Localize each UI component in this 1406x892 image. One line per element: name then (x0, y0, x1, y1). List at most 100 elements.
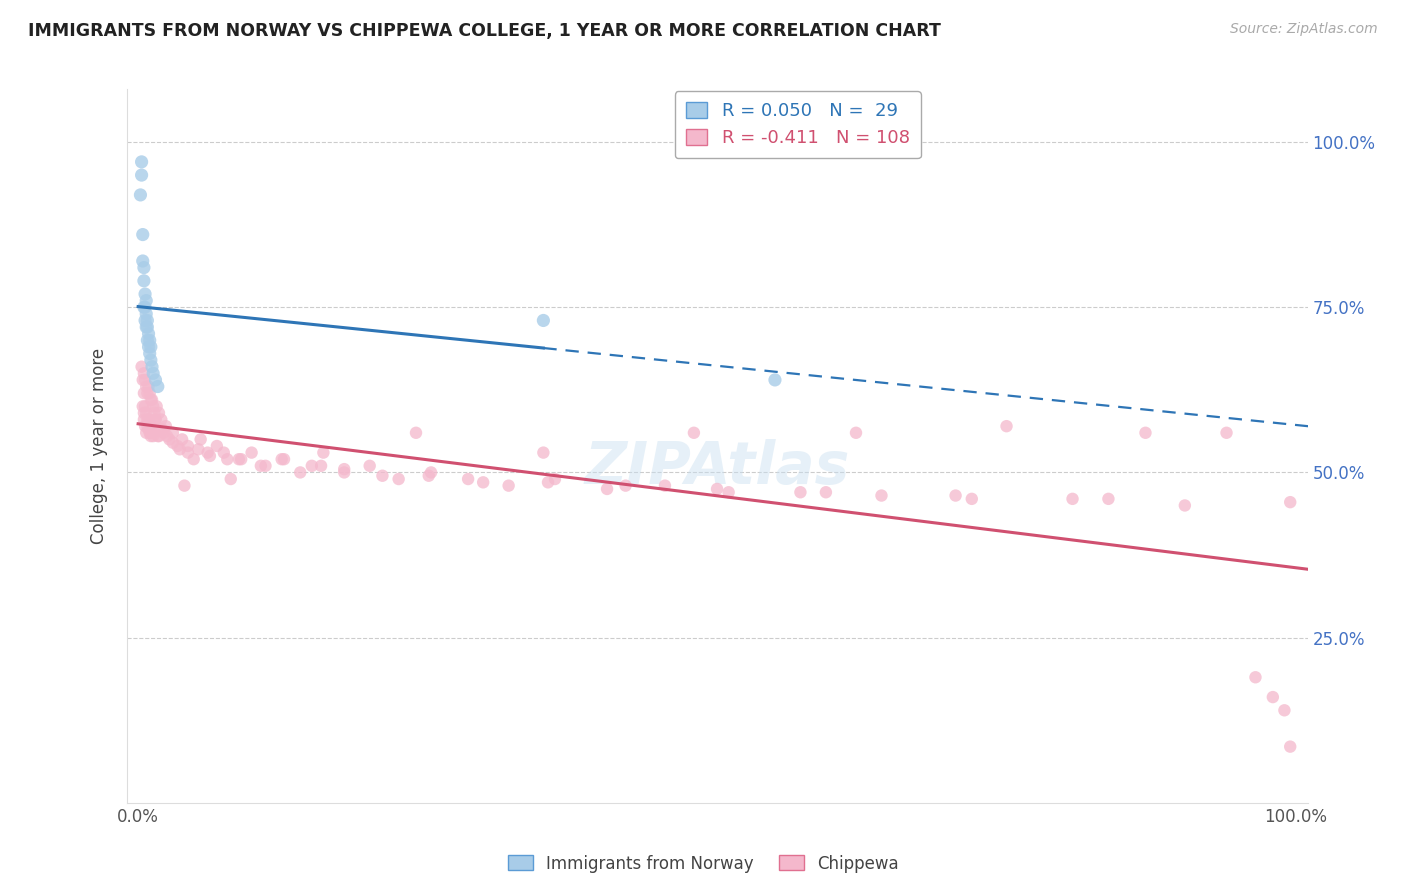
Point (150, 412, 173, 426)
Point (870, 489, 893, 503)
Point (333, 466, 356, 480)
Point (371, 468, 394, 483)
Point (136, 313, 159, 327)
Point (157, 433, 180, 447)
Point (231, 452, 253, 467)
Point (614, 478, 637, 492)
Point (136, 419, 159, 434)
Point (132, 260, 155, 275)
Point (136, 333, 159, 347)
Point (138, 379, 160, 393)
Point (312, 445, 335, 459)
Point (945, 489, 967, 503)
Point (134, 300, 156, 314)
Legend: Immigrants from Norway, Chippewa: Immigrants from Norway, Chippewa (501, 848, 905, 880)
Point (531, 445, 554, 459)
Point (152, 422, 174, 436)
Point (145, 373, 167, 387)
Point (706, 482, 728, 496)
Point (155, 419, 177, 434)
Point (960, 491, 983, 506)
Text: IMMIGRANTS FROM NORWAY VS CHIPPEWA COLLEGE, 1 YEAR OR MORE CORRELATION CHART: IMMIGRANTS FROM NORWAY VS CHIPPEWA COLLE… (28, 22, 941, 40)
Point (138, 386, 160, 401)
Point (162, 435, 184, 450)
Point (139, 419, 162, 434)
Point (1244, 670, 1267, 684)
Point (141, 425, 163, 440)
Point (132, 400, 155, 414)
Point (138, 346, 160, 360)
Point (290, 466, 312, 480)
Point (139, 429, 162, 443)
Point (132, 406, 155, 420)
Point (135, 425, 157, 440)
Text: Source: ZipAtlas.com: Source: ZipAtlas.com (1230, 22, 1378, 37)
Point (205, 439, 228, 453)
Point (132, 373, 155, 387)
Point (136, 386, 159, 401)
Point (183, 452, 205, 467)
Point (1097, 491, 1119, 506)
Point (148, 429, 170, 443)
Point (136, 320, 159, 334)
Point (472, 475, 495, 490)
Point (173, 478, 195, 492)
Point (166, 439, 188, 453)
Point (129, 188, 152, 202)
Point (146, 379, 169, 393)
Point (142, 429, 165, 443)
Point (152, 425, 174, 440)
Point (418, 468, 440, 483)
Text: ZIPAtlas: ZIPAtlas (585, 439, 849, 496)
Point (136, 412, 159, 426)
Point (142, 422, 165, 436)
Point (1062, 491, 1084, 506)
Point (138, 326, 160, 341)
Point (132, 300, 155, 314)
Point (134, 400, 156, 414)
Point (197, 445, 219, 459)
Point (359, 458, 381, 473)
Point (139, 340, 162, 354)
Point (135, 293, 157, 308)
Point (198, 449, 221, 463)
Point (132, 227, 155, 242)
Point (228, 452, 250, 467)
Point (654, 478, 676, 492)
Point (845, 425, 868, 440)
Point (498, 478, 520, 492)
Point (142, 367, 165, 381)
Point (135, 320, 157, 334)
Point (544, 472, 567, 486)
Point (138, 333, 160, 347)
Point (1279, 495, 1302, 509)
Point (683, 425, 706, 440)
Point (240, 445, 263, 459)
Point (763, 373, 786, 387)
Point (333, 462, 356, 476)
Point (134, 313, 156, 327)
Point (132, 274, 155, 288)
Point (169, 442, 191, 457)
Point (177, 439, 200, 453)
Point (138, 412, 160, 426)
Point (190, 433, 212, 447)
Point (717, 485, 740, 500)
Point (177, 445, 200, 459)
Point (134, 287, 156, 301)
Point (1215, 425, 1237, 440)
Point (217, 452, 239, 467)
Point (138, 416, 160, 430)
Point (132, 412, 155, 426)
Point (1174, 499, 1197, 513)
Point (250, 458, 273, 473)
Point (134, 419, 156, 434)
Point (143, 406, 166, 420)
Point (132, 367, 155, 381)
Point (1279, 739, 1302, 754)
Point (148, 406, 170, 420)
Point (138, 425, 160, 440)
Point (301, 458, 323, 473)
Point (273, 452, 295, 467)
Point (1274, 703, 1296, 717)
